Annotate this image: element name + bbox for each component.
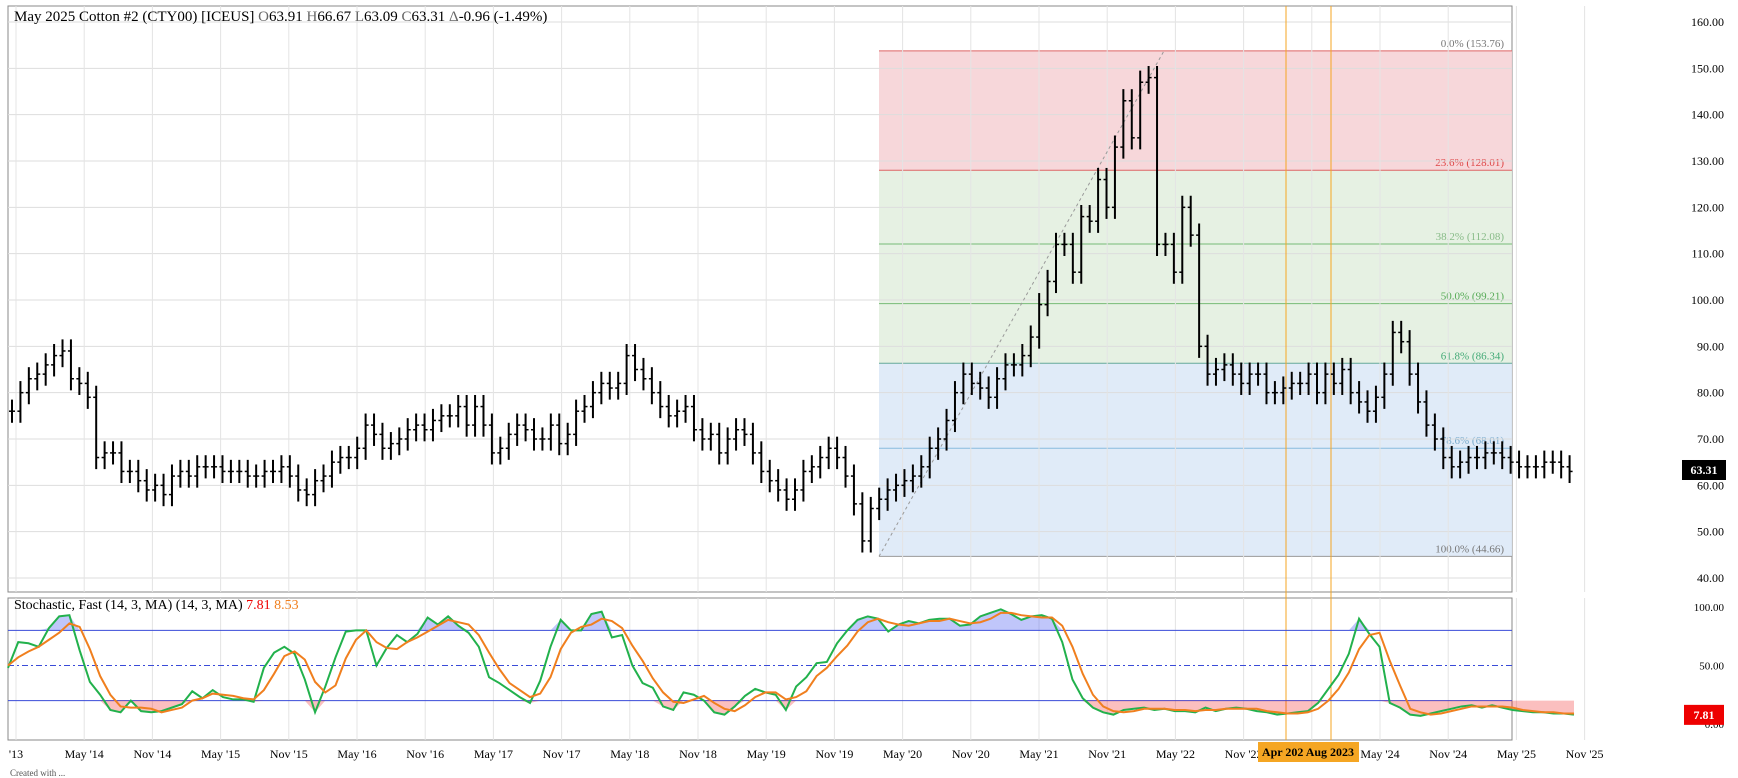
fib-anchor-line [878,50,1165,557]
x-tick-label: Nov '20 [952,747,990,761]
y-tick-label: 90.00 [1697,339,1724,353]
x-tick-label: Nov '25 [1566,747,1604,761]
change-value: -0.96 (-1.49%) [458,9,548,25]
fib-label-5: 78.6% (68.01) [1441,435,1505,447]
symbol-title: May 2025 Cotton #2 (CTY00) [ICEUS] [14,9,255,25]
x-tick-label: Nov '22 [1225,747,1263,761]
x-tick-label: Nov '18 [679,747,717,761]
stochastic-d-line [7,611,1574,716]
y-tick-label: 70.00 [1697,432,1724,446]
x-tick-label: May '20 [883,747,922,761]
x-tick-label: May '22 [1156,747,1195,761]
fib-zone-4 [879,363,1512,449]
x-tick-label: May '15 [201,747,240,761]
y-tick-label: 60.00 [1697,478,1724,492]
x-tick-label: Nov '14 [133,747,171,761]
x-tick-label: May '25 [1497,747,1536,761]
stoch-badge-text: 7.81 [1694,708,1715,722]
stoch-tick-label: 100.00 [1694,602,1725,614]
stochastic-pane [7,597,1513,741]
x-tick-label: Nov '16 [406,747,444,761]
chart-header: May 2025 Cotton #2 (CTY00) [ICEUS] O63.9… [14,9,548,25]
fib-label-0: 0.0% (153.76) [1441,38,1505,50]
x-tick-label: May '18 [610,747,649,761]
y-tick-label: 100.00 [1691,293,1724,307]
date-range-text: Apr 202 Aug 2023 [1262,745,1354,759]
x-tick-label: '13 [9,747,23,761]
fib-zone-2 [879,244,1512,304]
x-tick-label: May '17 [474,747,513,761]
fib-label-2: 38.2% (112.08) [1436,231,1505,243]
fib-label-6: 100.0% (44.66) [1435,543,1504,555]
stochastic-k-value: 7.81 [246,598,271,613]
fib-zone-5 [879,448,1512,557]
stochastic-d-value: 8.53 [274,598,299,613]
footer-text: Created with ... [10,768,66,778]
x-tick-label: Nov '15 [270,747,308,761]
close-value: 63.31 [411,9,446,25]
y-tick-label: 130.00 [1691,154,1724,168]
x-tick-label: Nov '17 [543,747,581,761]
x-tick-label: Nov '19 [815,747,853,761]
x-tick-label: May '24 [1360,747,1399,761]
y-tick-label: 140.00 [1691,108,1724,122]
y-tick-label: 150.00 [1691,61,1724,75]
x-tick-label: May '19 [747,747,786,761]
last-price-badge [1682,459,1726,480]
last-price-text: 63.31 [1691,463,1718,477]
low-value: 63.09 [364,9,398,25]
y-tick-label: 50.00 [1697,525,1724,539]
fib-zone-3 [879,303,1512,364]
fib-label-4: 61.8% (86.34) [1441,350,1505,362]
x-tick-label: May '21 [1019,747,1058,761]
high-value: 66.67 [317,9,352,25]
stochastic-header: Stochastic, Fast (14, 3, MA) (14, 3, MA)… [14,598,299,614]
stoch-badge [1684,704,1724,725]
date-range-badge [1258,742,1359,762]
y-tick-label: 120.00 [1691,200,1724,214]
x-tick-label: Nov '24 [1429,747,1467,761]
x-tick-label: May '14 [65,747,104,761]
y-tick-label: 160.00 [1691,15,1724,29]
x-tick-label: Nov '21 [1088,747,1126,761]
fib-label-3: 50.0% (99.21) [1441,291,1505,303]
y-tick-label: 110.00 [1691,247,1724,261]
oversold-fill [8,700,1574,716]
y-tick-label: 40.00 [1697,571,1724,585]
fib-zone-0 [879,50,1512,171]
y-tick-label: 80.00 [1697,386,1724,400]
stochastic-title: Stochastic, Fast (14, 3, MA) (14, 3, MA) [14,598,243,613]
stoch-tick-label: 50.00 [1699,661,1724,673]
fib-label-1: 23.6% (128.01) [1435,157,1504,169]
open-value: 63.91 [269,9,303,25]
x-tick-label: May '16 [337,747,376,761]
